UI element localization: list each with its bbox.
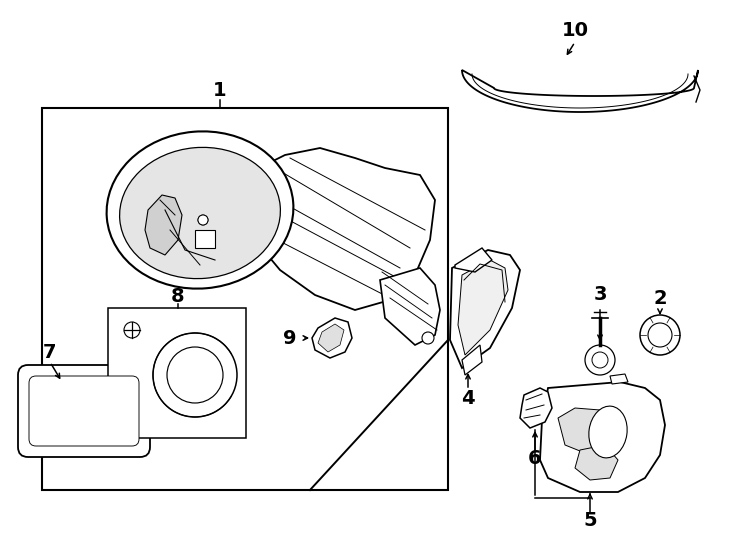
Text: 4: 4 <box>461 388 475 408</box>
Circle shape <box>153 333 237 417</box>
Text: 6: 6 <box>528 449 542 468</box>
Text: 10: 10 <box>562 21 589 39</box>
Polygon shape <box>462 70 698 112</box>
FancyBboxPatch shape <box>29 376 139 446</box>
Polygon shape <box>455 248 492 272</box>
Text: 9: 9 <box>283 328 297 348</box>
Polygon shape <box>255 148 435 310</box>
Circle shape <box>422 332 434 344</box>
Polygon shape <box>575 445 618 480</box>
Circle shape <box>198 215 208 225</box>
Polygon shape <box>520 388 552 428</box>
Circle shape <box>124 322 140 338</box>
Circle shape <box>198 215 208 225</box>
Polygon shape <box>450 250 520 368</box>
Text: 5: 5 <box>584 510 597 530</box>
Text: 1: 1 <box>213 80 227 99</box>
FancyBboxPatch shape <box>18 365 150 457</box>
Text: 3: 3 <box>593 286 607 305</box>
Ellipse shape <box>589 406 627 458</box>
Ellipse shape <box>108 132 292 288</box>
Circle shape <box>592 352 608 368</box>
Circle shape <box>640 315 680 355</box>
Text: 7: 7 <box>43 342 57 361</box>
Polygon shape <box>312 318 352 358</box>
Polygon shape <box>540 382 665 492</box>
Polygon shape <box>610 374 628 384</box>
Polygon shape <box>145 195 182 255</box>
Text: 2: 2 <box>653 288 666 307</box>
Bar <box>195 230 215 248</box>
Bar <box>195 230 215 248</box>
Ellipse shape <box>120 148 280 278</box>
Polygon shape <box>558 408 615 455</box>
Circle shape <box>585 345 615 375</box>
Polygon shape <box>458 260 508 355</box>
Bar <box>42 108 448 490</box>
Circle shape <box>648 323 672 347</box>
Polygon shape <box>145 195 182 255</box>
Circle shape <box>167 347 223 403</box>
Ellipse shape <box>106 131 294 288</box>
Text: 8: 8 <box>171 287 185 306</box>
Polygon shape <box>380 268 440 345</box>
Ellipse shape <box>120 147 280 279</box>
Polygon shape <box>462 345 482 375</box>
Bar <box>108 308 246 438</box>
Polygon shape <box>318 324 344 352</box>
